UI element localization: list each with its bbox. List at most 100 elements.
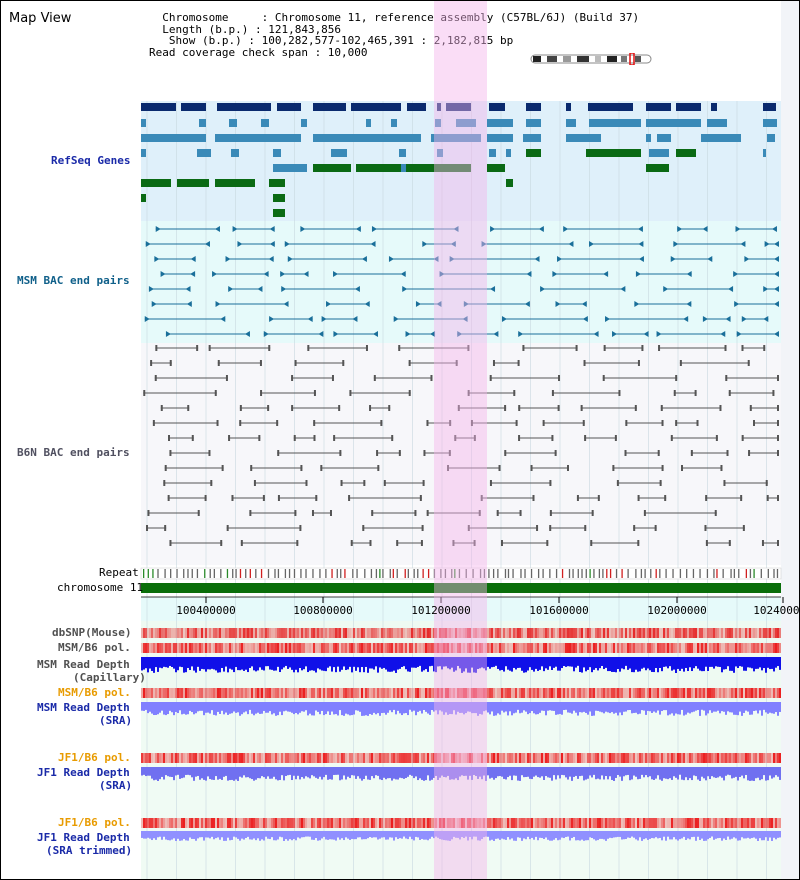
jf1-depth-trimmed-bar [199, 831, 201, 838]
track-label-jf1-b6-pol-2[interactable]: JF1/B6 pol. [58, 816, 131, 829]
track-label-msm-read-depth-cap[interactable]: MSM Read Depth [37, 658, 130, 671]
msm-b6-pol-cell [559, 643, 561, 653]
jf1-depth-sra-bar [185, 767, 187, 775]
jf1-depth-trimmed-bar [775, 831, 777, 840]
jf1-b6-pol-cell [659, 818, 661, 828]
msm-depth-sra-bar [247, 702, 249, 715]
track-label-msm-bac[interactable]: MSM BAC end pairs [17, 274, 130, 287]
jf1-depth-sra-bar [587, 767, 589, 779]
jf1-depth-trimmed-bar [281, 831, 283, 838]
msm-b6-pol-cell [615, 688, 617, 698]
msm-depth-capillary-bar [419, 657, 421, 666]
jf1-b6-pol-cell [573, 753, 575, 763]
jf1-b6-pol-cell [577, 818, 579, 828]
track-label-refseq[interactable]: RefSeq Genes [51, 154, 131, 167]
jf1-depth-trimmed-bar [567, 831, 569, 837]
chromosome-ideogram[interactable] [529, 53, 655, 65]
msm-b6-pol-cell [583, 643, 585, 653]
repeat-element [650, 569, 652, 578]
msm-depth-capillary-bar [467, 657, 469, 673]
msm-depth-sra-bar [497, 702, 499, 714]
msm-b6-pol-cell [313, 643, 315, 653]
track-label-msm-read-depth-sra[interactable]: MSM Read Depth [37, 701, 130, 714]
jf1-b6-pol-cell [221, 818, 223, 828]
msm-b6-pol-cell [649, 643, 651, 653]
track-label-repeat[interactable]: Repeat [99, 566, 139, 579]
jf1-b6-pol-cell [205, 753, 207, 763]
msm-depth-sra-bar [715, 702, 717, 712]
msm-b6-pol-cell [255, 643, 257, 653]
msm-b6-pol-cell [509, 643, 511, 653]
dbsnp-cell [227, 628, 229, 638]
b6n-bac-end [777, 405, 779, 411]
msm-b6-pol-cell [681, 643, 683, 653]
msm-b6-pol-cell [563, 688, 565, 698]
jf1-depth-sra-bar [431, 767, 433, 780]
jf1-b6-pol-cell [371, 818, 373, 828]
jf1-depth-sra-bar [707, 767, 709, 777]
msm-b6-pol-cell [157, 688, 159, 698]
msm-bac-end [774, 256, 779, 262]
repeat-element [537, 569, 540, 578]
msm-b6-pol-cell [767, 688, 769, 698]
msm-depth-sra-bar [773, 702, 775, 714]
msm-bac-end [263, 271, 269, 277]
jf1-b6-pol-cell [619, 753, 621, 763]
track-label-b6n-bac[interactable]: B6N BAC end pairs [17, 446, 130, 459]
msm-b6-pol-cell [249, 643, 251, 653]
jf1-b6-pol-cell [227, 818, 229, 828]
dbsnp-cell [393, 628, 395, 638]
msm-b6-pol-cell [145, 688, 147, 698]
jf1-depth-sra-bar [391, 767, 393, 781]
jf1-b6-pol-cell [501, 753, 503, 763]
jf1-depth-sra-bar [321, 767, 323, 780]
jf1-b6-pol-cell [745, 818, 747, 828]
track-label-jf1-read-depth-sra[interactable]: JF1 Read Depth [37, 766, 130, 779]
msm-b6-pol-cell [359, 688, 361, 698]
jf1-depth-sra-bar [237, 767, 239, 781]
msm-b6-pol-cell [355, 643, 357, 653]
track-label-msm-b6-pol-1[interactable]: MSM/B6 pol. [58, 641, 131, 654]
dbsnp-cell [261, 628, 263, 638]
jf1-b6-pol-cell [447, 753, 449, 763]
msm-depth-sra-bar [549, 702, 551, 711]
repeat-element [561, 569, 564, 578]
jf1-b6-pol-cell [279, 753, 281, 763]
track-label-jf1-read-depth-trim[interactable]: JF1 Read Depth [37, 831, 130, 844]
msm-depth-capillary-bar [177, 657, 179, 671]
jf1-b6-pol-cell [213, 753, 215, 763]
jf1-b6-pol-cell [617, 818, 619, 828]
jf1-depth-trimmed-bar [627, 831, 629, 838]
msm-bac-end [763, 316, 769, 322]
msm-b6-pol-cell [603, 643, 605, 653]
msm-b6-pol-cell [643, 643, 645, 653]
dbsnp-cell [675, 628, 677, 638]
track-label-msm-b6-pol-2[interactable]: MSM/B6 pol. [58, 686, 131, 699]
b6n-bac-end [566, 465, 569, 471]
msm-depth-capillary-bar [273, 657, 275, 671]
track-label-dbsnp[interactable]: dbSNP(Mouse) [52, 626, 132, 639]
msm-depth-sra-bar [587, 702, 589, 715]
selected-region-highlight[interactable] [434, 1, 487, 879]
jf1-depth-sra-bar [553, 767, 555, 776]
msm-depth-sra-bar [377, 702, 379, 714]
jf1-b6-pol-cell [339, 753, 341, 763]
msm-depth-capillary-bar [183, 657, 185, 673]
jf1-depth-sra-bar [509, 767, 511, 776]
jf1-depth-sra-bar [183, 767, 185, 778]
track-label-jf1-b6-pol-1[interactable]: JF1/B6 pol. [58, 751, 131, 764]
jf1-b6-pol-cell [241, 753, 243, 763]
dbsnp-cell [649, 628, 651, 638]
msm-b6-pol-cell [383, 643, 385, 653]
track-label-chromosome[interactable]: chromosome 11 [57, 581, 144, 594]
jf1-b6-pol-cell [349, 753, 351, 763]
repeat-element [226, 569, 229, 578]
msm-depth-sra-bar [353, 702, 355, 715]
dbsnp-cell [619, 628, 621, 638]
jf1-b6-pol-cell [577, 753, 579, 763]
jf1-b6-pol-cell [281, 818, 283, 828]
msm-depth-capillary-bar [209, 657, 211, 670]
jf1-b6-pol-cell [197, 753, 199, 763]
b6n-bac-end [765, 480, 768, 486]
